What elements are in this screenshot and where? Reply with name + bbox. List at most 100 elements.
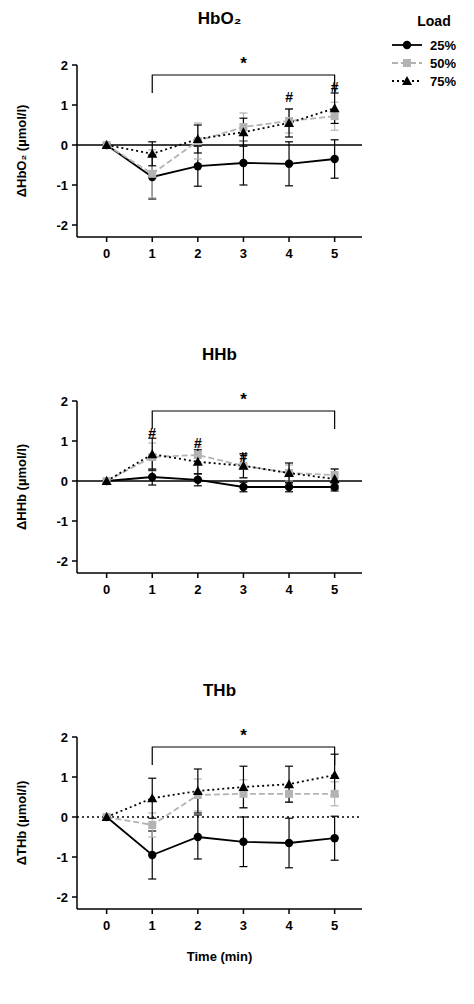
x-tick xyxy=(243,573,245,578)
error-cap xyxy=(285,491,293,492)
marker xyxy=(285,483,293,491)
error-bar xyxy=(239,482,247,492)
y-tick xyxy=(72,480,77,482)
y-tick-label: 2 xyxy=(61,58,68,73)
y-tick xyxy=(72,520,77,522)
y-tick xyxy=(72,896,77,898)
error-cap xyxy=(148,141,156,142)
x-tick xyxy=(106,573,108,578)
bracket xyxy=(152,75,334,93)
y-axis xyxy=(76,65,78,237)
marker xyxy=(403,59,411,67)
marker xyxy=(238,127,248,136)
error-cap xyxy=(285,766,293,767)
error-cap xyxy=(331,468,339,469)
error-cap xyxy=(239,477,247,478)
error-bar xyxy=(148,778,156,818)
marker xyxy=(239,483,247,491)
marker xyxy=(103,477,111,485)
series-line xyxy=(107,455,335,481)
error-cap xyxy=(194,812,202,813)
y-tick-label: 0 xyxy=(61,810,68,825)
x-tick-label: 2 xyxy=(194,582,201,597)
error-bar xyxy=(194,815,202,859)
x-tick xyxy=(197,909,199,914)
error-cap xyxy=(239,112,247,113)
marker xyxy=(148,851,156,859)
figure: HbO₂ΔHbO₂ (µmol/l)-2-1012012345*##Load25… xyxy=(0,0,474,1004)
error-cap xyxy=(148,198,156,199)
title: THb xyxy=(203,681,236,700)
marker xyxy=(193,457,203,466)
legend-title: Load xyxy=(417,13,450,29)
marker xyxy=(147,149,157,158)
error-cap xyxy=(285,802,293,803)
error-bar xyxy=(285,766,293,802)
error-cap xyxy=(331,178,339,179)
x-tick xyxy=(288,909,290,914)
error-bar xyxy=(239,141,247,185)
x-tick-label: 1 xyxy=(149,582,156,597)
error-cap xyxy=(331,816,339,817)
error-cap xyxy=(331,805,339,806)
y-tick xyxy=(72,184,77,186)
x-tick-label: 1 xyxy=(149,246,156,261)
series-line xyxy=(107,477,335,487)
error-bar xyxy=(148,150,156,198)
marker xyxy=(403,41,411,49)
x-tick xyxy=(288,237,290,242)
series-line xyxy=(107,145,335,177)
error-cap xyxy=(148,197,156,198)
error-bar xyxy=(194,125,202,153)
panel: HbO₂ΔHbO₂ (µmol/l)-2-1012012345*##Load25… xyxy=(14,9,456,261)
marker xyxy=(284,779,294,788)
error-bar xyxy=(285,463,293,483)
error-bar xyxy=(148,438,156,470)
error-cap xyxy=(194,814,202,815)
legend-label: 50% xyxy=(430,56,456,71)
y-axis xyxy=(76,401,78,573)
error-cap xyxy=(194,186,202,187)
y-tick-label: 2 xyxy=(61,394,68,409)
y-axis-label: ΔHbO₂ (µmol/l) xyxy=(14,105,29,198)
error-cap xyxy=(331,468,339,469)
x-tick xyxy=(197,237,199,242)
annotation: # xyxy=(194,435,202,451)
marker xyxy=(103,813,111,821)
marker xyxy=(148,473,156,481)
x-axis xyxy=(77,236,362,238)
x-tick xyxy=(197,573,199,578)
error-cap xyxy=(239,866,247,867)
series-line xyxy=(107,116,335,174)
marker xyxy=(194,476,202,484)
error-bar xyxy=(148,142,156,166)
error-cap xyxy=(148,818,156,819)
y-tick xyxy=(72,144,77,146)
y-tick-label: 1 xyxy=(61,770,68,785)
error-cap xyxy=(148,470,156,471)
error-bar xyxy=(239,817,247,867)
x-tick-label: 0 xyxy=(103,582,110,597)
error-bar xyxy=(285,818,293,868)
x-tick xyxy=(243,909,245,914)
error-cap xyxy=(331,130,339,131)
error-bar xyxy=(331,102,339,130)
marker xyxy=(330,483,338,491)
x-tick xyxy=(334,909,336,914)
marker xyxy=(331,790,339,798)
x-tick-label: 4 xyxy=(285,582,293,597)
marker xyxy=(330,474,340,483)
error-cap xyxy=(148,878,156,879)
panel: HHbΔHHb (µmol/l)-2-1012012345*### xyxy=(14,345,362,597)
y-tick-label: 0 xyxy=(61,474,68,489)
marker xyxy=(102,812,112,821)
error-cap xyxy=(285,108,293,109)
x-tick-label: 3 xyxy=(240,246,247,261)
y-tick-label: 1 xyxy=(61,98,68,113)
marker xyxy=(193,134,203,143)
y-tick-label: -2 xyxy=(56,554,68,569)
series-line xyxy=(107,794,335,825)
title: HHb xyxy=(202,345,237,364)
error-cap xyxy=(239,118,247,119)
y-tick xyxy=(72,64,77,66)
